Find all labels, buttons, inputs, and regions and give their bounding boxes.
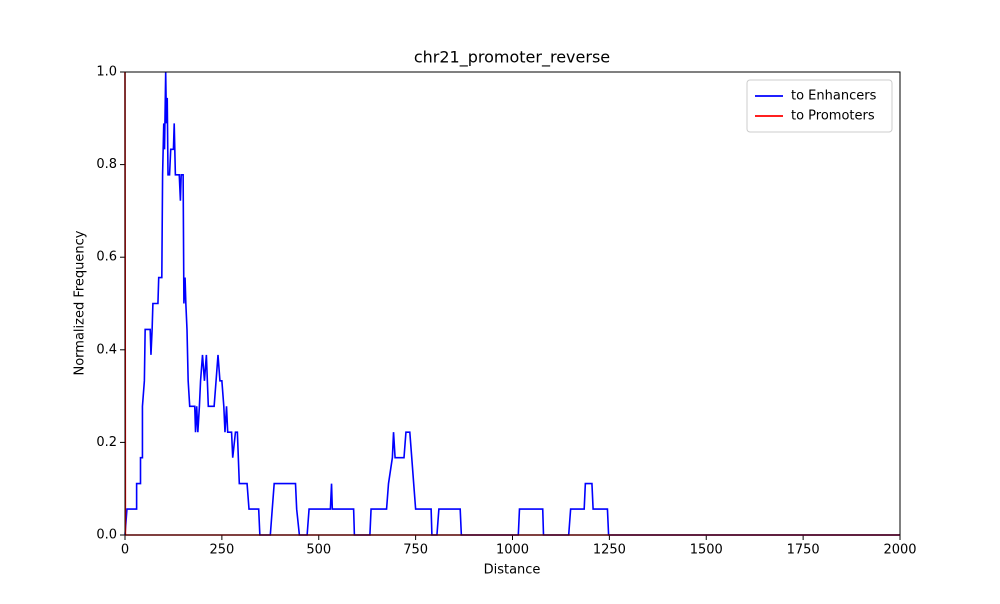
legend-label: to Promoters	[791, 109, 875, 124]
x-tick-label: 750	[403, 543, 428, 558]
x-tick-label: 500	[306, 543, 331, 558]
x-tick-label: 1750	[787, 543, 820, 558]
y-tick-label: 0.0	[96, 528, 117, 543]
x-tick-label: 2000	[883, 543, 916, 558]
x-tick-label: 1250	[593, 543, 626, 558]
x-tick-label: 1500	[690, 543, 723, 558]
legend-label: to Enhancers	[791, 89, 877, 104]
y-tick-label: 0.8	[96, 157, 117, 172]
y-tick-label: 0.2	[96, 435, 117, 450]
x-tick-label: 0	[121, 543, 129, 558]
y-tick-label: 0.4	[96, 342, 117, 357]
x-tick-label: 250	[209, 543, 234, 558]
y-axis-label: Normalized Frequency	[73, 230, 88, 375]
plot-frame	[124, 71, 901, 536]
y-tick-label: 1.0	[96, 65, 117, 80]
chart-title: chr21_promoter_reverse	[414, 48, 610, 68]
y-tick-label: 0.6	[96, 250, 117, 265]
x-tick-label: 1000	[496, 543, 529, 558]
line-series	[124, 71, 900, 536]
legend-box	[746, 79, 893, 133]
x-axis-label: Distance	[484, 563, 541, 578]
